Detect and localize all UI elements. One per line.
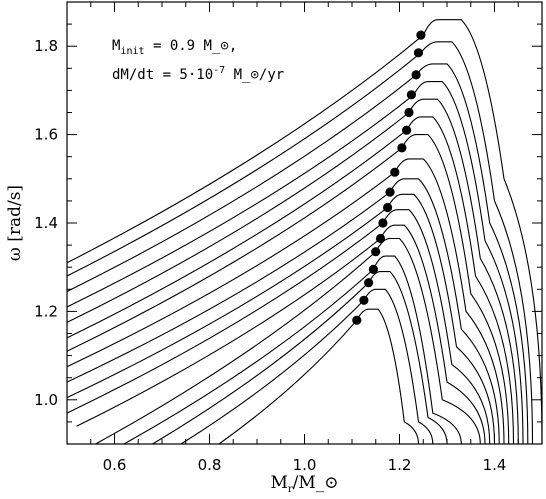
x-tick-label: 0.6 <box>103 456 127 474</box>
series-line-4 <box>66 81 524 445</box>
series-line-15 <box>152 271 448 445</box>
series-line-6 <box>66 116 515 445</box>
series-line-5 <box>66 98 519 445</box>
marker-point <box>368 264 378 274</box>
series-line-14 <box>123 255 462 445</box>
curves-group <box>66 19 543 445</box>
marker-point <box>378 218 388 228</box>
marker-point <box>402 125 412 135</box>
series-line-2 <box>66 41 534 445</box>
series-line-10 <box>66 193 496 445</box>
x-tick-label: 1.0 <box>293 456 317 474</box>
x-tick-label: 1.2 <box>388 456 412 474</box>
ticks-group <box>66 1 543 445</box>
series-line-3 <box>66 63 529 445</box>
series-line-7 <box>66 134 510 445</box>
series-line-8 <box>66 158 505 445</box>
marker-point <box>359 295 369 305</box>
marker-point <box>364 278 374 288</box>
series-line-11 <box>66 209 491 445</box>
y-axis-label: ω [rad/s] <box>5 185 25 261</box>
y-tick-label: 1.4 <box>34 214 58 232</box>
marker-point <box>390 167 400 177</box>
marker-point <box>413 48 424 58</box>
annotation-line-1: Minit = 0.9 M_⊙, <box>112 38 237 57</box>
marker-point <box>375 233 386 244</box>
marker-point <box>352 315 362 325</box>
y-tick-label: 1.2 <box>34 302 58 320</box>
series-line-13 <box>95 237 481 445</box>
marker-point <box>411 70 421 80</box>
marker-point <box>406 90 416 100</box>
series-line-12 <box>76 224 486 445</box>
tick-labels-group: 0.6 0.8 1.0 1.2 1.4 1.0 1.2 1.4 1.6 1.8 <box>34 37 506 474</box>
marker-point <box>383 202 393 213</box>
marker-point <box>371 247 381 257</box>
y-tick-label: 1.6 <box>34 126 58 144</box>
marker-point <box>397 143 407 153</box>
y-tick-label: 1.8 <box>34 37 58 55</box>
series-line-1 <box>66 19 543 445</box>
markers-group <box>352 30 426 325</box>
series-line-16 <box>180 288 434 445</box>
marker-point <box>416 30 426 40</box>
series-line-9 <box>66 178 500 445</box>
annotation-line-2: dM/dt = 5·10-7 M_⊙/yr <box>112 65 284 83</box>
x-tick-label: 0.8 <box>198 456 222 474</box>
marker-point <box>385 187 395 197</box>
y-tick-label: 1.0 <box>34 391 58 409</box>
marker-point <box>404 107 414 118</box>
x-tick-label: 1.4 <box>483 456 507 474</box>
series-line-17 <box>218 308 420 445</box>
x-axis-label: Mr/M_⊙ <box>270 473 338 495</box>
